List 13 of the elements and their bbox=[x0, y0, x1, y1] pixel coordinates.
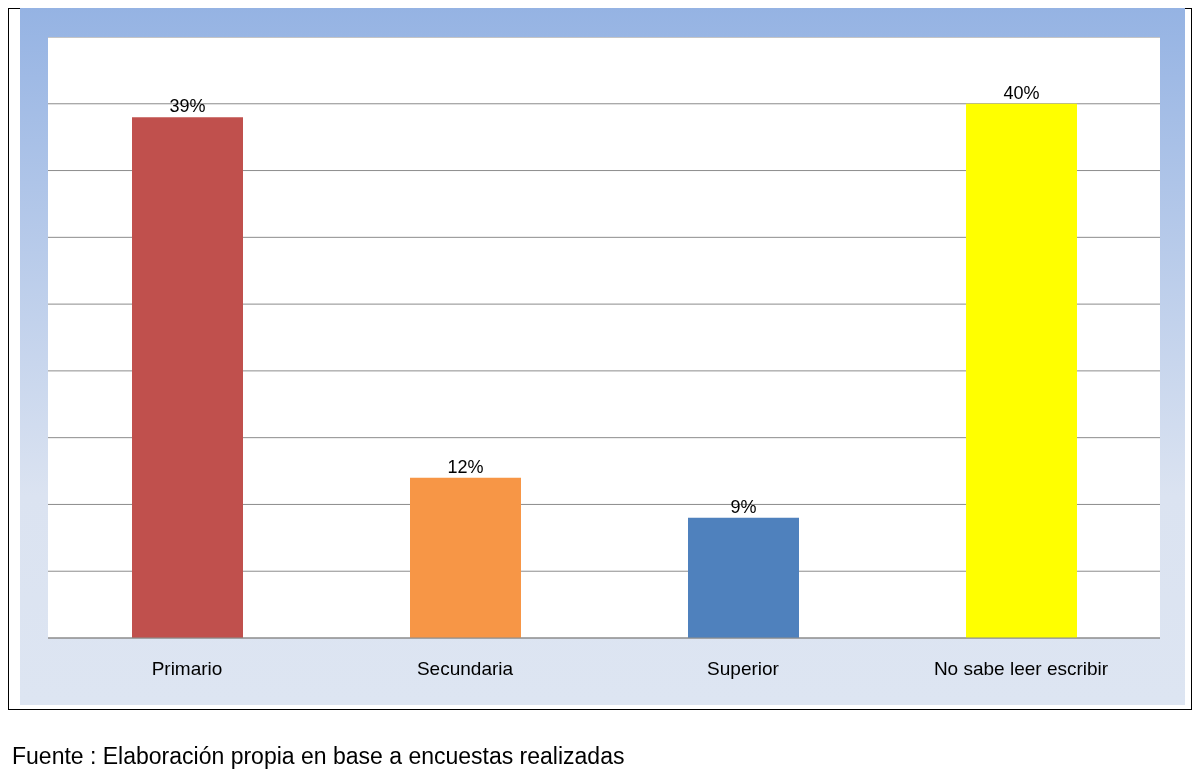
x-tick-label: No sabe leer escribir bbox=[933, 658, 1109, 680]
data-label: 40% bbox=[1003, 82, 1040, 103]
bar bbox=[688, 517, 799, 638]
bar bbox=[132, 117, 243, 638]
x-tick-label: Secundaria bbox=[416, 658, 514, 680]
x-tick-label: Superior bbox=[707, 658, 780, 680]
bar bbox=[410, 477, 521, 638]
x-tick-label: Primario bbox=[151, 658, 223, 680]
data-label: 39% bbox=[169, 96, 206, 117]
data-label: 12% bbox=[447, 456, 484, 477]
source-note: Fuente : Elaboración propia en base a encuestas realizadas bbox=[12, 743, 625, 770]
bar bbox=[966, 103, 1077, 638]
data-label: 9% bbox=[730, 496, 757, 517]
